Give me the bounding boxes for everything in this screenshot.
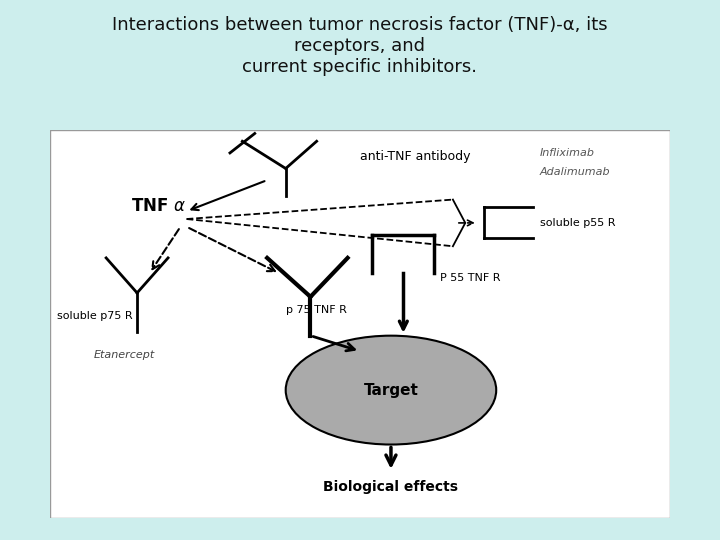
Text: p 75 TNF R: p 75 TNF R bbox=[286, 305, 346, 315]
Text: anti-TNF antibody: anti-TNF antibody bbox=[360, 150, 470, 163]
Text: soluble p55 R: soluble p55 R bbox=[539, 218, 615, 228]
Text: soluble p75 R: soluble p75 R bbox=[57, 311, 132, 321]
Text: Adalimumab: Adalimumab bbox=[539, 167, 610, 177]
Ellipse shape bbox=[286, 336, 496, 444]
Text: TNF $\alpha$: TNF $\alpha$ bbox=[131, 197, 186, 215]
Text: Etanercept: Etanercept bbox=[94, 350, 155, 360]
Text: Infliximab: Infliximab bbox=[539, 148, 595, 158]
Text: Target: Target bbox=[364, 383, 418, 397]
Text: Interactions between tumor necrosis factor (TNF)-α, its
receptors, and
current s: Interactions between tumor necrosis fact… bbox=[112, 16, 608, 76]
Text: Biological effects: Biological effects bbox=[323, 480, 459, 494]
Text: P 55 TNF R: P 55 TNF R bbox=[441, 273, 501, 284]
